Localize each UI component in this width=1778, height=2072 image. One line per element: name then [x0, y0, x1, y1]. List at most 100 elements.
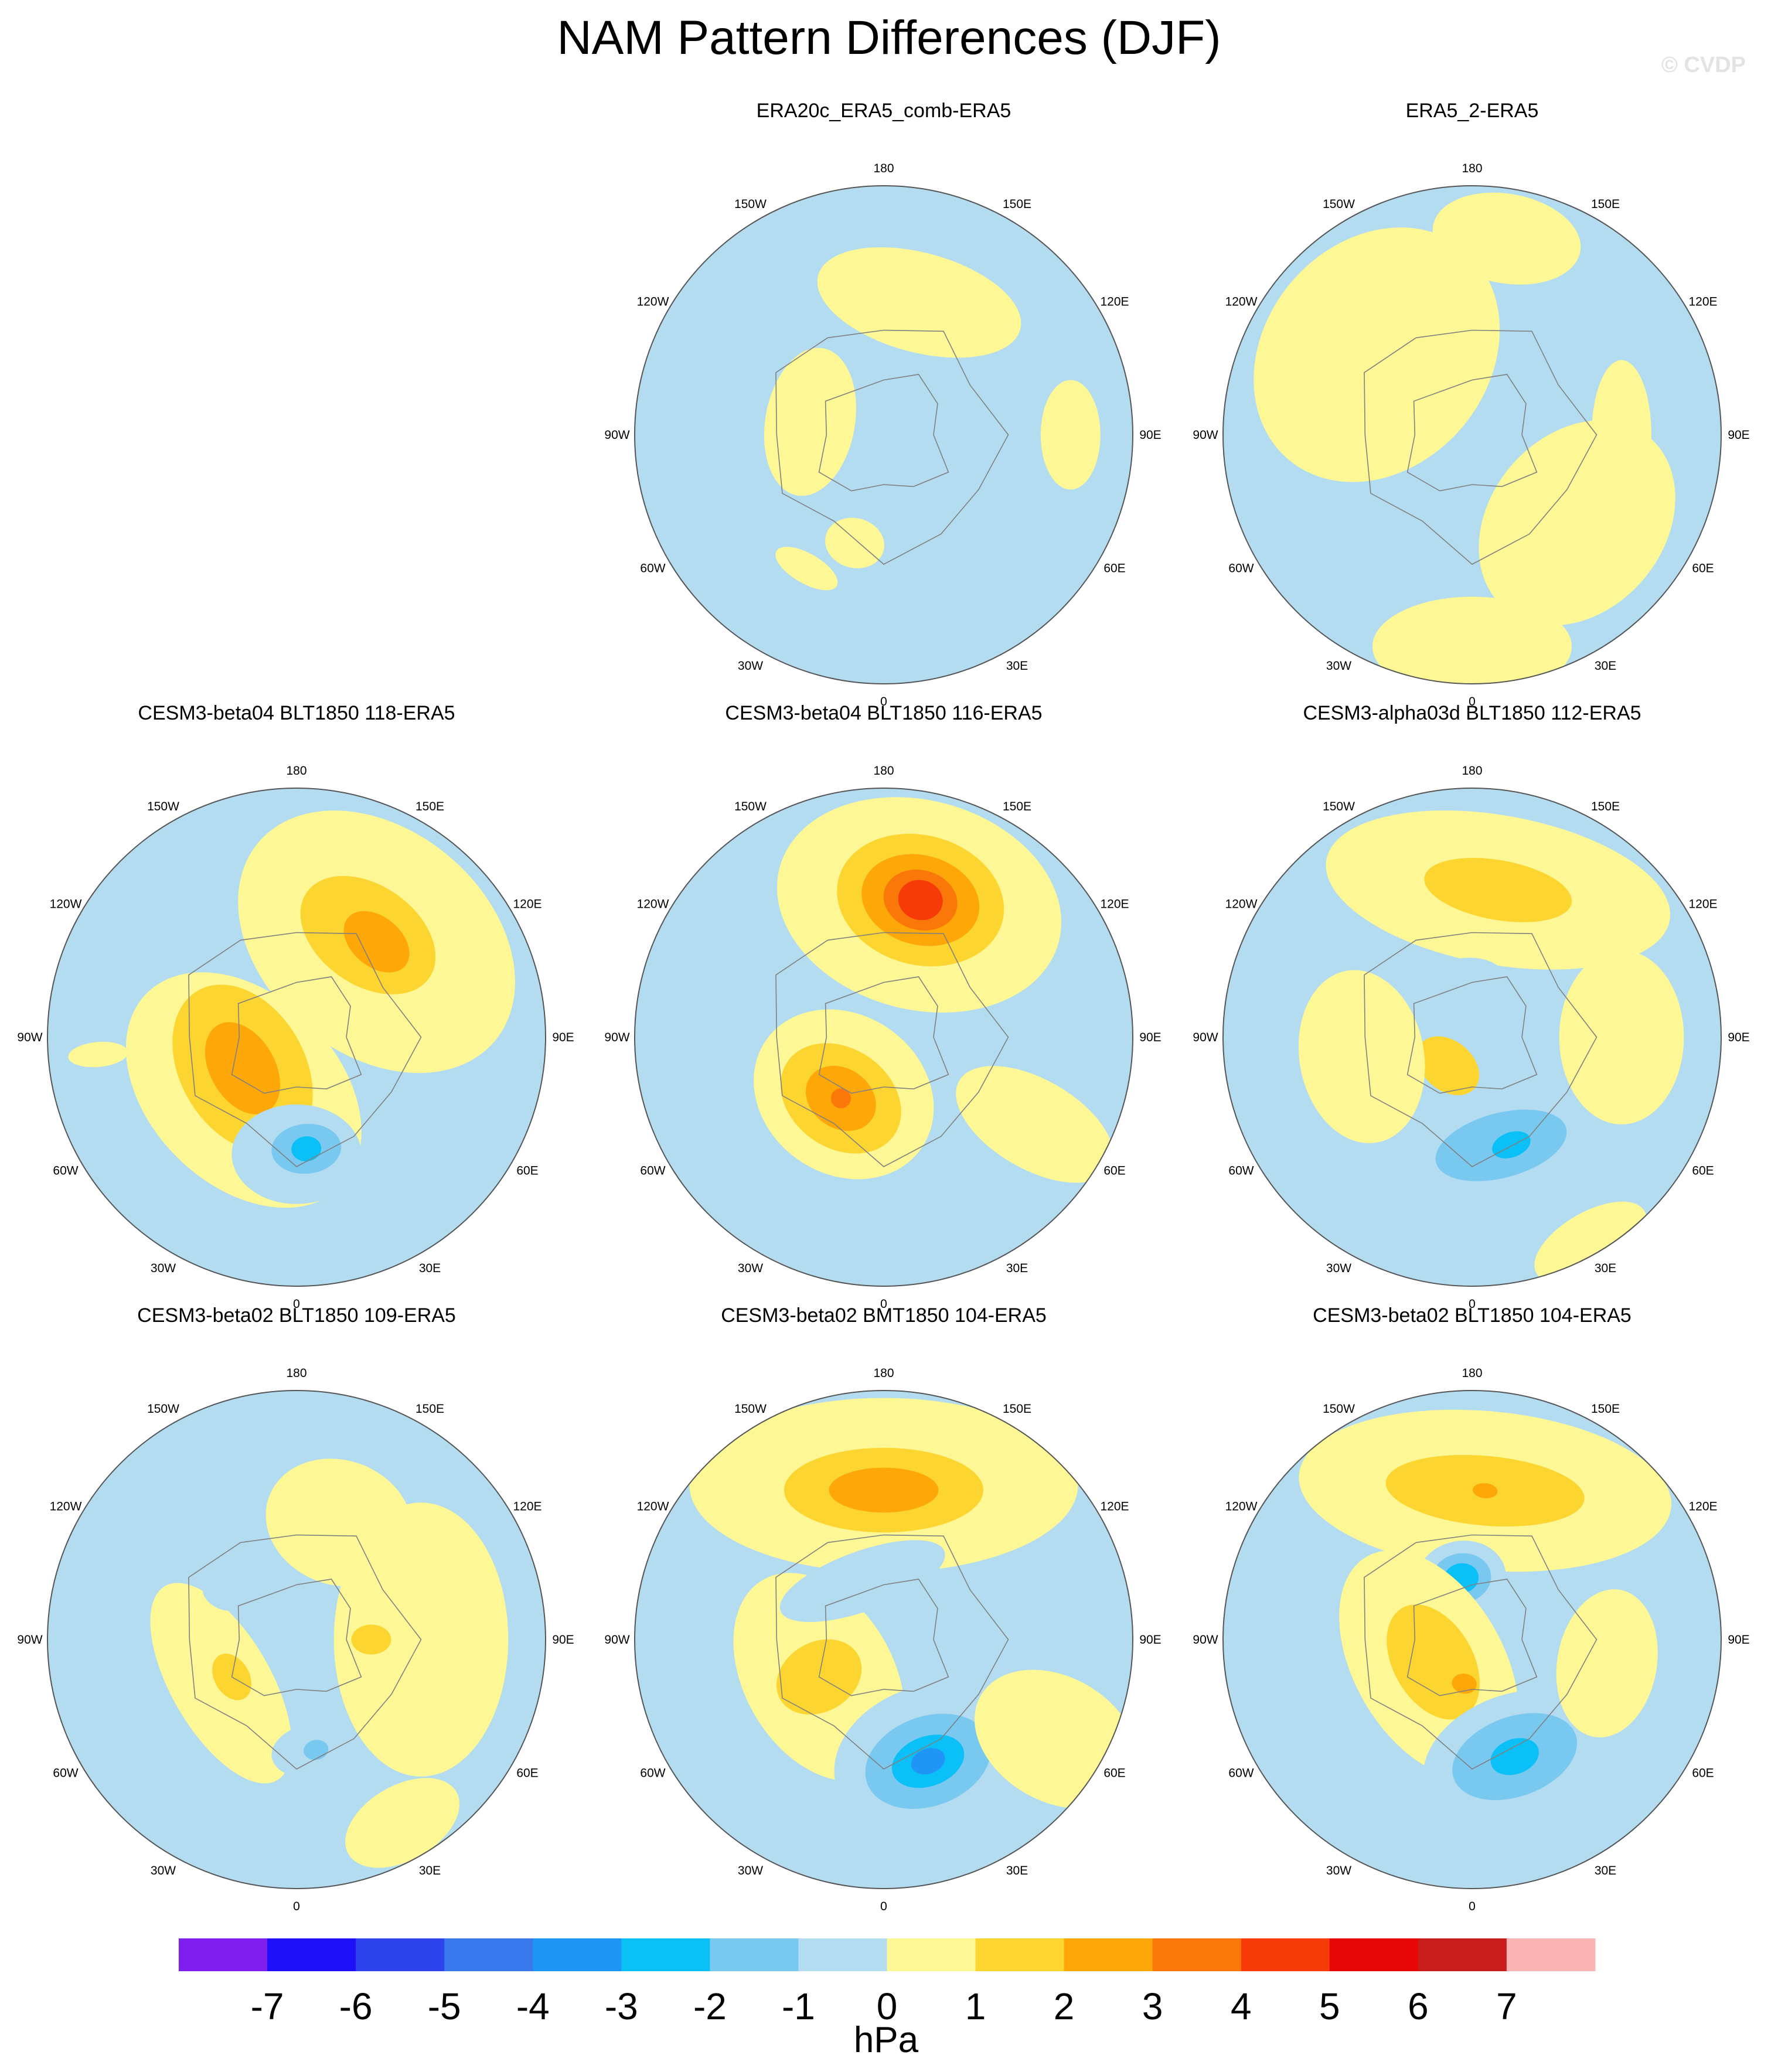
longitude-label: 180 — [286, 1366, 306, 1380]
longitude-label: 0 — [880, 1297, 887, 1311]
longitude-label: 150W — [734, 1402, 767, 1416]
longitude-label: 120E — [513, 898, 541, 911]
polar-map: 180 150E 120E 90E 60E 30E 0 30W 60W 90W 120W 150W — [604, 1366, 1161, 1913]
contour-region — [304, 1740, 329, 1760]
longitude-label: 120W — [50, 898, 82, 911]
colorbar-tick-label: -6 — [339, 1985, 373, 2027]
longitude-label: 30W — [1326, 1864, 1351, 1877]
contour-region — [1534, 1201, 1647, 1283]
contour-region — [1556, 1589, 1658, 1738]
colorbar-swatch — [975, 1938, 1065, 1971]
coastline — [775, 932, 1009, 1167]
colorbar-tick-label: 4 — [1231, 1985, 1252, 2027]
longitude-label: 60W — [1228, 1164, 1254, 1178]
longitude-label: 0 — [1469, 1900, 1476, 1913]
longitude-label: 90W — [17, 1633, 42, 1647]
longitude-label: 150W — [734, 197, 767, 211]
colorbar-swatch — [444, 1938, 533, 1971]
longitude-label: 120W — [1225, 898, 1258, 911]
map-boundary — [634, 185, 1133, 684]
longitude-label: 90E — [1728, 428, 1749, 442]
colorbar-tick-label: -2 — [693, 1985, 727, 2027]
contour-region — [956, 1066, 1114, 1183]
panel-title: ERA20c_ERA5_comb-ERA5 — [756, 100, 1011, 122]
contour-region — [825, 517, 884, 568]
contour-region — [351, 1624, 391, 1655]
polar-map: 180 150E 120E 90E 60E 30E 0 30W 60W 90W 120W 150W — [604, 162, 1161, 708]
colorbar-swatch — [1241, 1938, 1330, 1971]
longitude-label: 120E — [1100, 1500, 1129, 1514]
coastline — [188, 932, 422, 1167]
polar-map: 180 150E 120E 90E 60E 30E 0 30W 60W 90W 120W 150W — [17, 1366, 574, 1913]
polar-map: 180 150E 120E 90E 60E 30E 0 30W 60W 90W 120W 150W — [17, 764, 574, 1311]
colorbar-unit-label: hPa — [854, 2020, 919, 2060]
longitude-label: 60E — [1103, 562, 1125, 575]
longitude-label: 30E — [1006, 659, 1028, 673]
contour-region — [1432, 192, 1581, 285]
panel-title: CESM3-beta04 BLT1850 118-ERA5 — [138, 702, 455, 724]
colorbar-tick-label: 7 — [1496, 1985, 1517, 2027]
longitude-label: 150E — [415, 800, 444, 813]
contour-region — [764, 347, 856, 496]
longitude-label: 180 — [1462, 1366, 1482, 1380]
colorbar-tick-label: -5 — [428, 1985, 461, 2027]
contour-region — [1298, 970, 1425, 1143]
polar-map: 180 150E 120E 90E 60E 30E 0 30W 60W 90W 120W 150W — [1193, 764, 1749, 1311]
longitude-label: 90W — [1193, 428, 1218, 442]
longitude-label: 120W — [50, 1500, 82, 1514]
map-panel: ERA5_2-ERA5 180 150E 120E 90E 60E 30E 0 30W 60W 90… — [1179, 100, 1765, 709]
longitude-label: 90E — [552, 1031, 574, 1044]
longitude-label: 30W — [738, 659, 763, 673]
panel-title: ERA5_2-ERA5 — [1405, 100, 1539, 122]
longitude-label: 0 — [880, 695, 887, 708]
longitude-label: 120W — [1225, 1500, 1258, 1514]
colorbar-swatch — [621, 1938, 710, 1971]
contour-region — [665, 1027, 714, 1047]
colorbar-swatch — [1506, 1938, 1596, 1971]
coastline — [231, 976, 362, 1094]
longitude-label: 90W — [604, 428, 629, 442]
colorbar-tick-label: 5 — [1319, 1985, 1340, 2027]
contour-region — [829, 1467, 939, 1513]
contour-region — [202, 1581, 240, 1611]
longitude-label: 150E — [1003, 197, 1031, 211]
contour-region — [898, 880, 943, 921]
contour-region — [1040, 380, 1101, 490]
longitude-label: 150W — [147, 1402, 179, 1416]
longitude-label: 150E — [1591, 800, 1620, 813]
longitude-label: 120W — [637, 295, 669, 309]
longitude-label: 60E — [516, 1164, 538, 1178]
longitude-label: 150E — [1003, 800, 1031, 813]
longitude-label: 30W — [738, 1262, 763, 1275]
longitude-label: 90E — [1139, 428, 1161, 442]
longitude-label: 60W — [640, 1767, 665, 1780]
polar-map: 180 150E 120E 90E 60E 30E 0 30W 60W 90W 120W 150W — [604, 764, 1161, 1311]
longitude-label: 120W — [637, 1500, 669, 1514]
colorbar-swatch — [356, 1938, 445, 1971]
longitude-label: 150E — [1591, 1402, 1620, 1416]
colorbar-tick-label: 0 — [877, 1985, 898, 2027]
contour-region — [1452, 1674, 1477, 1694]
contour-region — [1419, 957, 1508, 1019]
map-boundary — [634, 788, 1133, 1287]
contour-region — [1416, 1036, 1480, 1096]
longitude-label: 120E — [513, 1500, 541, 1514]
panel-title: CESM3-alpha03d BLT1850 112-ERA5 — [1303, 702, 1641, 724]
longitude-label: 150W — [1323, 1402, 1355, 1416]
longitude-label: 120W — [637, 898, 669, 911]
longitude-label: 90W — [604, 1031, 629, 1044]
longitude-label: 90W — [1193, 1031, 1218, 1044]
longitude-label: 0 — [1469, 695, 1476, 708]
map-panel: CESM3-beta02 BLT1850 104-ERA5 180 150E 120E… — [1179, 1304, 1765, 1914]
coastline — [1364, 1534, 1598, 1770]
contour-region — [779, 1540, 945, 1623]
longitude-label: 90W — [1193, 1633, 1218, 1647]
longitude-label: 90W — [17, 1031, 42, 1044]
longitude-label: 30W — [1326, 1262, 1351, 1275]
map-panel: ERA20c_ERA5_comb-ERA5 180 150E 120E 90E 60E 30… — [591, 100, 1177, 709]
figure-title: NAM Pattern Differences (DJF) — [557, 11, 1221, 64]
contour-region — [1372, 597, 1572, 684]
longitude-label: 120E — [1100, 295, 1129, 309]
contour-region — [911, 1748, 945, 1775]
map-panel: CESM3-beta02 BMT1850 104-ERA5 180 150E 120E… — [591, 1304, 1177, 1914]
